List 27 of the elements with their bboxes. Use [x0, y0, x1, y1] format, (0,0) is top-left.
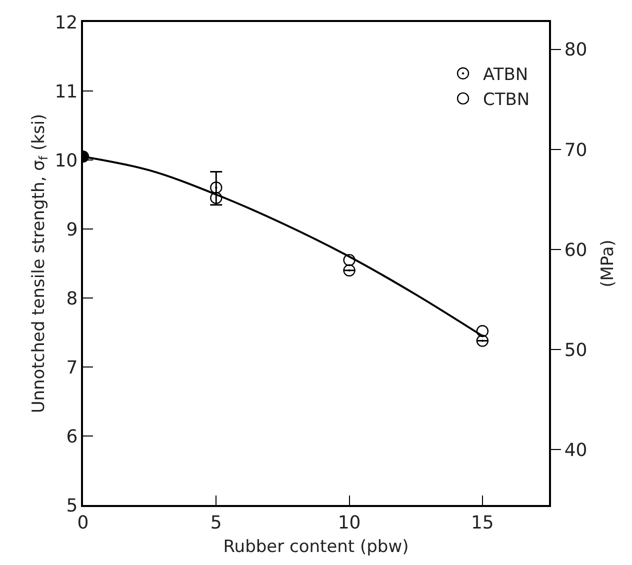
y2-tick-label: 80: [564, 40, 588, 61]
point: [210, 192, 222, 204]
x-tick-label: 10: [338, 512, 361, 534]
point: [343, 254, 356, 266]
y-tick-label: 12: [54, 12, 78, 34]
y2-tick-label: 40: [564, 440, 588, 461]
y-tick-label: 6: [66, 426, 78, 448]
point: [210, 182, 222, 194]
y-tick-label: 8: [66, 288, 78, 310]
point: [476, 325, 489, 338]
y-tick-label: 11: [54, 81, 78, 102]
y-tick-label: 9: [66, 219, 78, 240]
x-axis-title: Rubber content (pbw): [223, 537, 409, 558]
y2-tick-label: 60: [564, 240, 588, 261]
x-tick-label: 15: [470, 512, 494, 534]
point: [476, 334, 489, 347]
y-tick-label: 10: [54, 150, 78, 172]
legend-label: ATBN: [483, 64, 528, 85]
point: [343, 264, 356, 276]
y-tick-label: 7: [66, 357, 78, 378]
x-tick-label: 5: [210, 512, 222, 534]
x-tick-label: 0: [77, 512, 89, 534]
y2-tick-label: 50: [564, 340, 588, 361]
y2-axis-title: (MPa): [598, 240, 618, 288]
y2-tick-label: 70: [564, 140, 588, 161]
legend-label: CTBN: [483, 90, 530, 110]
y-tick-label: 5: [66, 495, 78, 516]
